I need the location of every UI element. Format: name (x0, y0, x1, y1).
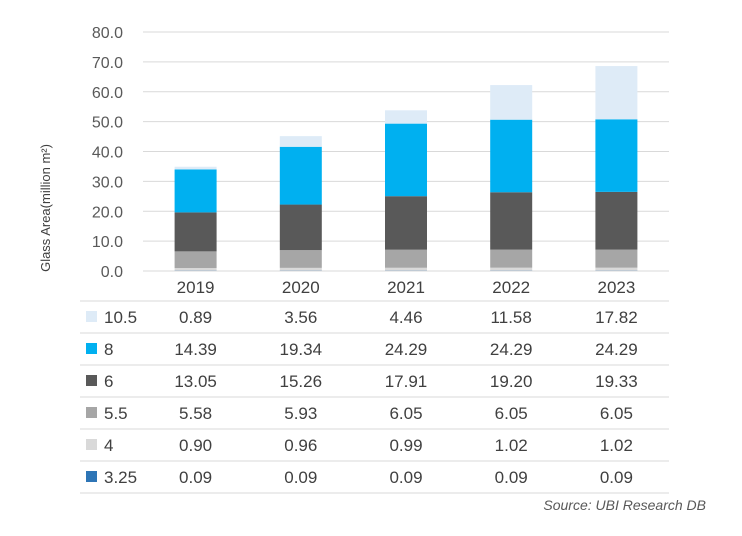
table-cell: 24.29 (385, 340, 428, 359)
category-label: 2021 (387, 278, 425, 297)
bar-segment (175, 212, 217, 251)
bar-segment (595, 250, 637, 268)
bar-segment (595, 66, 637, 119)
table-cell: 1.02 (600, 436, 633, 455)
table-cell: 19.33 (595, 372, 638, 391)
category-label: 2022 (492, 278, 530, 297)
bar-segment (280, 136, 322, 147)
table-cell: 6.05 (389, 404, 422, 423)
legend-label: 8 (104, 340, 113, 359)
table-cell: 0.09 (284, 468, 317, 487)
y-axis-label: Glass Area(million m²) (38, 144, 53, 272)
bar-segment (490, 85, 532, 120)
category-label: 2020 (282, 278, 320, 297)
bar-segment (490, 268, 532, 271)
legend-label: 6 (104, 372, 113, 391)
bar-segment (490, 250, 532, 268)
table-cell: 3.56 (284, 308, 317, 327)
category-label: 2023 (597, 278, 635, 297)
bar-segment (280, 205, 322, 251)
table-cell: 15.26 (280, 372, 323, 391)
y-tick-label: 50.0 (92, 115, 123, 132)
bar-segment (280, 250, 322, 268)
legend-key (86, 343, 97, 354)
table-cell: 1.02 (495, 436, 528, 455)
table-cell: 17.82 (595, 308, 638, 327)
bar-segment (175, 268, 217, 271)
table-cell: 0.09 (600, 468, 633, 487)
legend-label: 10.5 (104, 308, 137, 327)
bar-segment (385, 196, 427, 250)
bar-segment (595, 119, 637, 192)
bar-segment (280, 268, 322, 271)
table-cell: 0.99 (389, 436, 422, 455)
table-cell: 24.29 (595, 340, 638, 359)
legend-key (86, 407, 97, 418)
y-tick-label: 10.0 (92, 234, 123, 251)
legend-key (86, 471, 97, 482)
table-cell: 19.34 (280, 340, 323, 359)
bar-segment (175, 169, 217, 212)
bar-segment (175, 251, 217, 268)
y-tick-label: 40.0 (92, 145, 123, 162)
table-cell: 14.39 (174, 340, 217, 359)
legend-key (86, 375, 97, 386)
source-note: Source: UBI Research DB (543, 497, 706, 513)
table-cell: 5.93 (284, 404, 317, 423)
legend-label: 5.5 (104, 404, 128, 423)
bar-segment (385, 110, 427, 123)
bar-segment (280, 147, 322, 205)
table-cell: 11.58 (491, 308, 532, 327)
bar-segment (385, 250, 427, 268)
y-tick-label: 80.0 (92, 25, 123, 42)
legend-key (86, 439, 97, 450)
bar-segment (595, 268, 637, 271)
bar-segment (595, 192, 637, 250)
table-cell: 6.05 (495, 404, 528, 423)
bar-segment (175, 167, 217, 170)
table-cell: 0.09 (495, 468, 528, 487)
category-label: 2019 (177, 278, 215, 297)
y-tick-label: 70.0 (92, 55, 123, 72)
table-cell: 17.91 (385, 372, 428, 391)
y-tick-label: 20.0 (92, 204, 123, 221)
table-cell: 0.09 (389, 468, 422, 487)
legend-label: 3.25 (104, 468, 137, 487)
table-cell: 24.29 (490, 340, 533, 359)
table-cell: 4.46 (389, 308, 422, 327)
y-tick-label: 30.0 (92, 174, 123, 191)
table-cell: 19.20 (490, 372, 533, 391)
table-cell: 13.05 (174, 372, 217, 391)
bar-segment (385, 268, 427, 271)
legend-key (86, 311, 97, 322)
table-cell: 0.90 (179, 436, 212, 455)
table-cell: 0.96 (284, 436, 317, 455)
y-tick-label: 0.0 (101, 264, 123, 281)
table-cell: 0.09 (179, 468, 212, 487)
table-cell: 5.58 (179, 404, 212, 423)
table-cell: 0.89 (179, 308, 212, 327)
legend-label: 4 (104, 436, 113, 455)
table-cell: 6.05 (600, 404, 633, 423)
bar-segment (490, 192, 532, 249)
y-tick-label: 60.0 (92, 85, 123, 102)
bar-segment (385, 124, 427, 197)
bar-segment (490, 120, 532, 193)
